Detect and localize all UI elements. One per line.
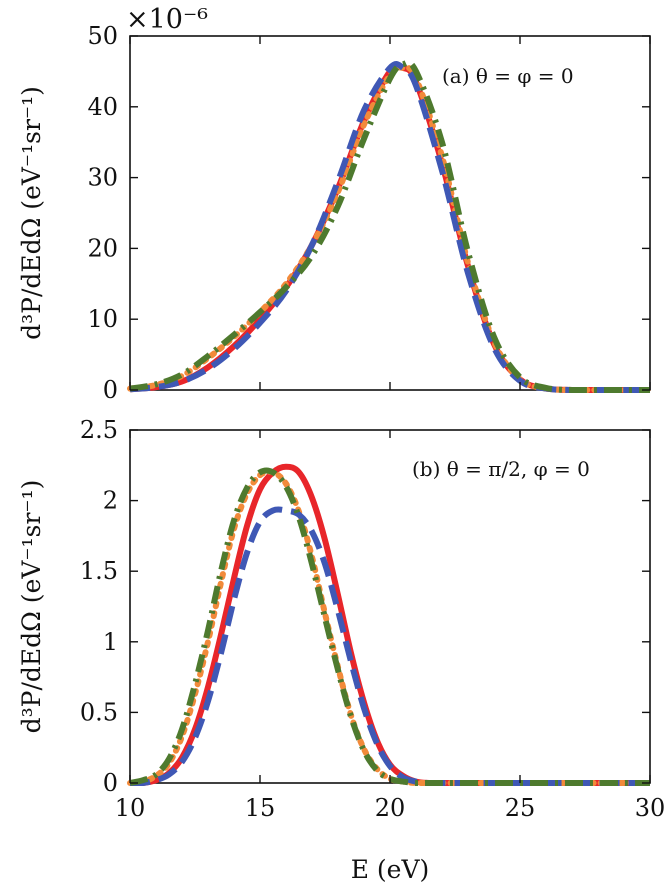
panel-a-annotation: (a) θ = φ = 0 bbox=[442, 64, 574, 88]
panel-b-series-group bbox=[127, 463, 653, 787]
panel-a-y-axis-label: d³P/dEdΩ (eV⁻¹sr⁻¹) bbox=[17, 86, 46, 340]
panel-a-series-group bbox=[127, 59, 653, 393]
panel-b-y-axis-label: d³P/dEdΩ (eV⁻¹sr⁻¹) bbox=[17, 480, 46, 734]
y-tick-label: 0 bbox=[103, 769, 118, 797]
panel-a-frame bbox=[129, 35, 651, 391]
y-tick-label: 2 bbox=[103, 487, 118, 515]
x-tick-label: 30 bbox=[635, 794, 666, 822]
series-line-dashdot bbox=[129, 59, 650, 393]
panel-b-frame bbox=[129, 429, 651, 784]
series-line-dash bbox=[129, 60, 650, 393]
series-line-dashdot bbox=[129, 467, 650, 787]
y-tick-label: 0.5 bbox=[80, 698, 118, 726]
y-tick-label: 30 bbox=[87, 164, 118, 192]
y-tick-label: 1.5 bbox=[80, 557, 118, 585]
series-line-dash bbox=[129, 506, 650, 787]
y-tick-label: 1 bbox=[103, 628, 118, 656]
x-tick-label: 25 bbox=[505, 794, 536, 822]
y-tick-label: 2.5 bbox=[80, 416, 118, 444]
panel-b-x-ticks: 10 15 20 25 30 bbox=[115, 430, 666, 822]
panel-b-annotation: (b) θ = π/2, φ = 0 bbox=[412, 457, 590, 481]
panel-a-x-ticks bbox=[129, 36, 651, 390]
panel-b-y-ticks: 0 0.5 1 1.5 2 2.5 bbox=[80, 416, 650, 797]
x-tick-label: 15 bbox=[245, 794, 276, 822]
panel-a-y-multiplier: ×10⁻⁶ bbox=[126, 4, 208, 35]
y-tick-label: 10 bbox=[87, 305, 118, 333]
panel-b: 0 0.5 1 1.5 2 2.5 10 15 20 25 30 (b) θ = π/2, φ =… bbox=[17, 416, 665, 884]
x-tick-label: 10 bbox=[115, 794, 146, 822]
panel-a-y-ticks: 0 10 20 30 40 50 bbox=[87, 22, 650, 404]
y-tick-label: 0 bbox=[103, 376, 118, 404]
y-tick-label: 40 bbox=[87, 93, 118, 121]
x-tick-label: 20 bbox=[375, 794, 406, 822]
y-tick-label: 50 bbox=[87, 22, 118, 50]
series-line-dot bbox=[127, 64, 653, 393]
x-axis-label: E (eV) bbox=[351, 855, 430, 884]
y-tick-label: 20 bbox=[87, 234, 118, 262]
panel-a: 0 10 20 30 40 50 (a) θ = φ = 0 ×10⁻⁶ d³P/dEdΩ… bbox=[17, 4, 653, 404]
series-line-solid bbox=[129, 62, 650, 393]
